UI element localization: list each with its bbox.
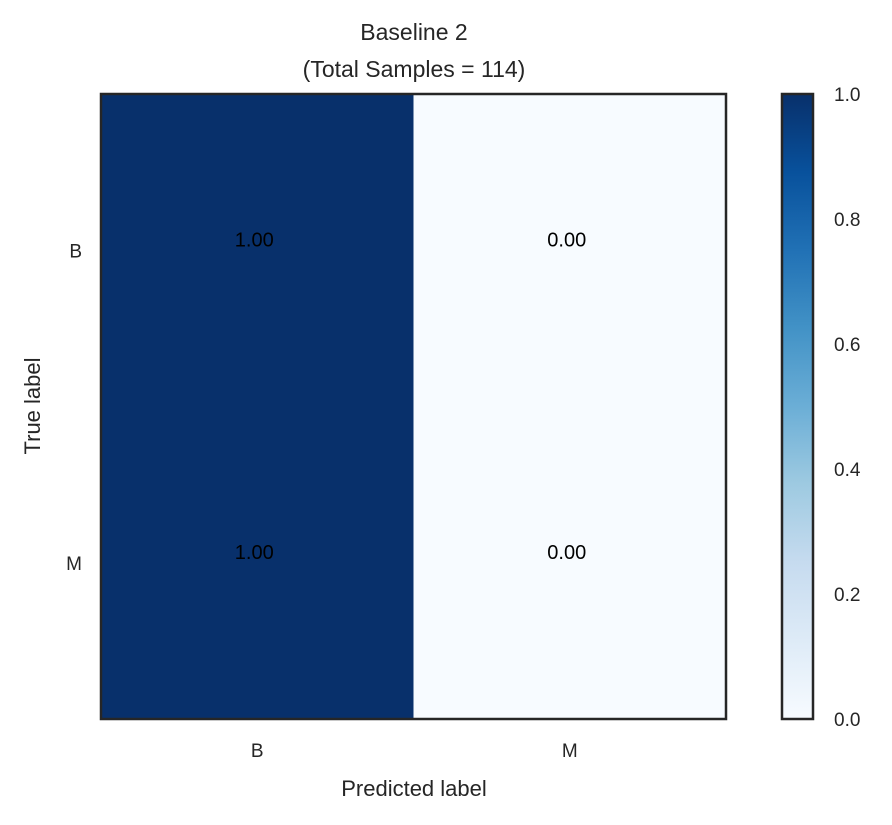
heatmap-cells (101, 94, 726, 719)
colorbar-tick-label: 0.6 (834, 335, 860, 356)
chart-title: Baseline 2 (360, 19, 467, 45)
cell-value-label: 0.00 (547, 229, 586, 251)
heatmap-cell-labels: 1.00 0.00 1.00 0.00 (235, 229, 586, 564)
y-tick-labels: BM (66, 241, 82, 575)
x-tick-label: M (562, 741, 578, 762)
cell-value-label: 1.00 (235, 542, 274, 564)
heatmap-cell (413, 94, 726, 407)
y-axis-label: True label (20, 357, 45, 454)
x-tick-label: B (251, 741, 264, 762)
colorbar-tick-label: 0.4 (834, 460, 861, 481)
colorbar (780, 92, 815, 721)
plot-frame (99, 92, 728, 721)
cell-value-label: 1.00 (235, 229, 274, 251)
colorbar-tick-label: 0.8 (834, 210, 860, 231)
heatmap-cell (101, 406, 414, 719)
colorbar-tick-label: 1.0 (834, 85, 860, 106)
y-tick-label: M (66, 554, 82, 575)
colorbar-tick-label: 0.0 (834, 710, 860, 731)
colorbar-tick-label: 0.2 (834, 585, 860, 606)
y-tick-label: B (69, 241, 82, 262)
colorbar-tick-labels: 0.0 0.2 0.4 0.6 0.8 1.0 (834, 85, 861, 731)
x-axis-label: Predicted label (341, 776, 487, 801)
heatmap-cell (101, 94, 414, 407)
heatmap-cell (413, 406, 726, 719)
cell-value-label: 0.00 (547, 542, 586, 564)
chart-subtitle: (Total Samples = 114) (303, 56, 526, 82)
